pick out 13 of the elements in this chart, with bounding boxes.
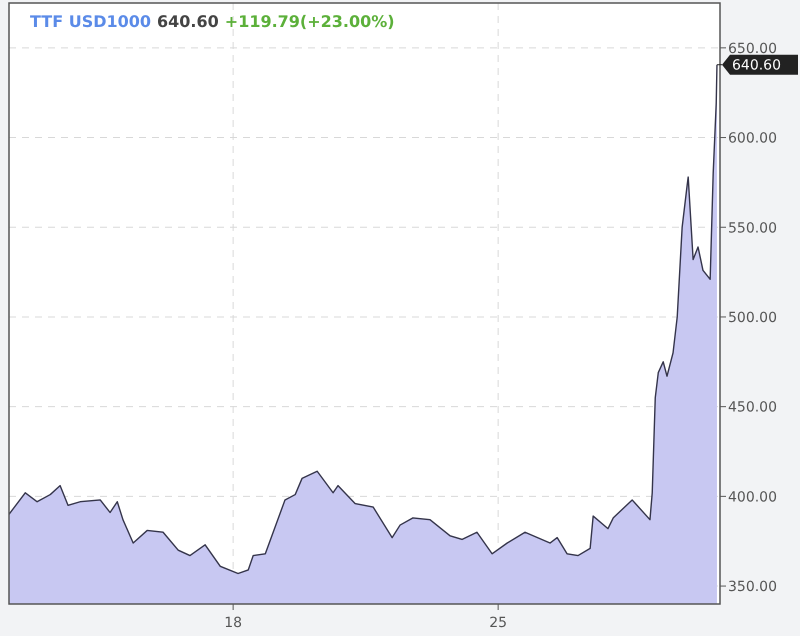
y-tick-label: 650.00 [728,40,777,57]
y-tick-label: 400.00 [728,489,777,506]
y-tick-label: 350.00 [728,579,777,596]
y-tick-label: 450.00 [728,400,777,416]
text: TTF USD1000 [30,12,152,31]
annotation: 640.60 [732,58,781,74]
y-tick-label: 500.00 [728,310,777,326]
y-tick-label: 600.00 [728,130,777,147]
annotation: 640.60 [157,12,219,31]
x-tick-label: 25 [489,615,508,631]
annotation: +119.79(+23.00%) [224,12,395,31]
y-tick-label: 550.00 [728,220,777,236]
x-tick-label: 18 [224,615,242,631]
